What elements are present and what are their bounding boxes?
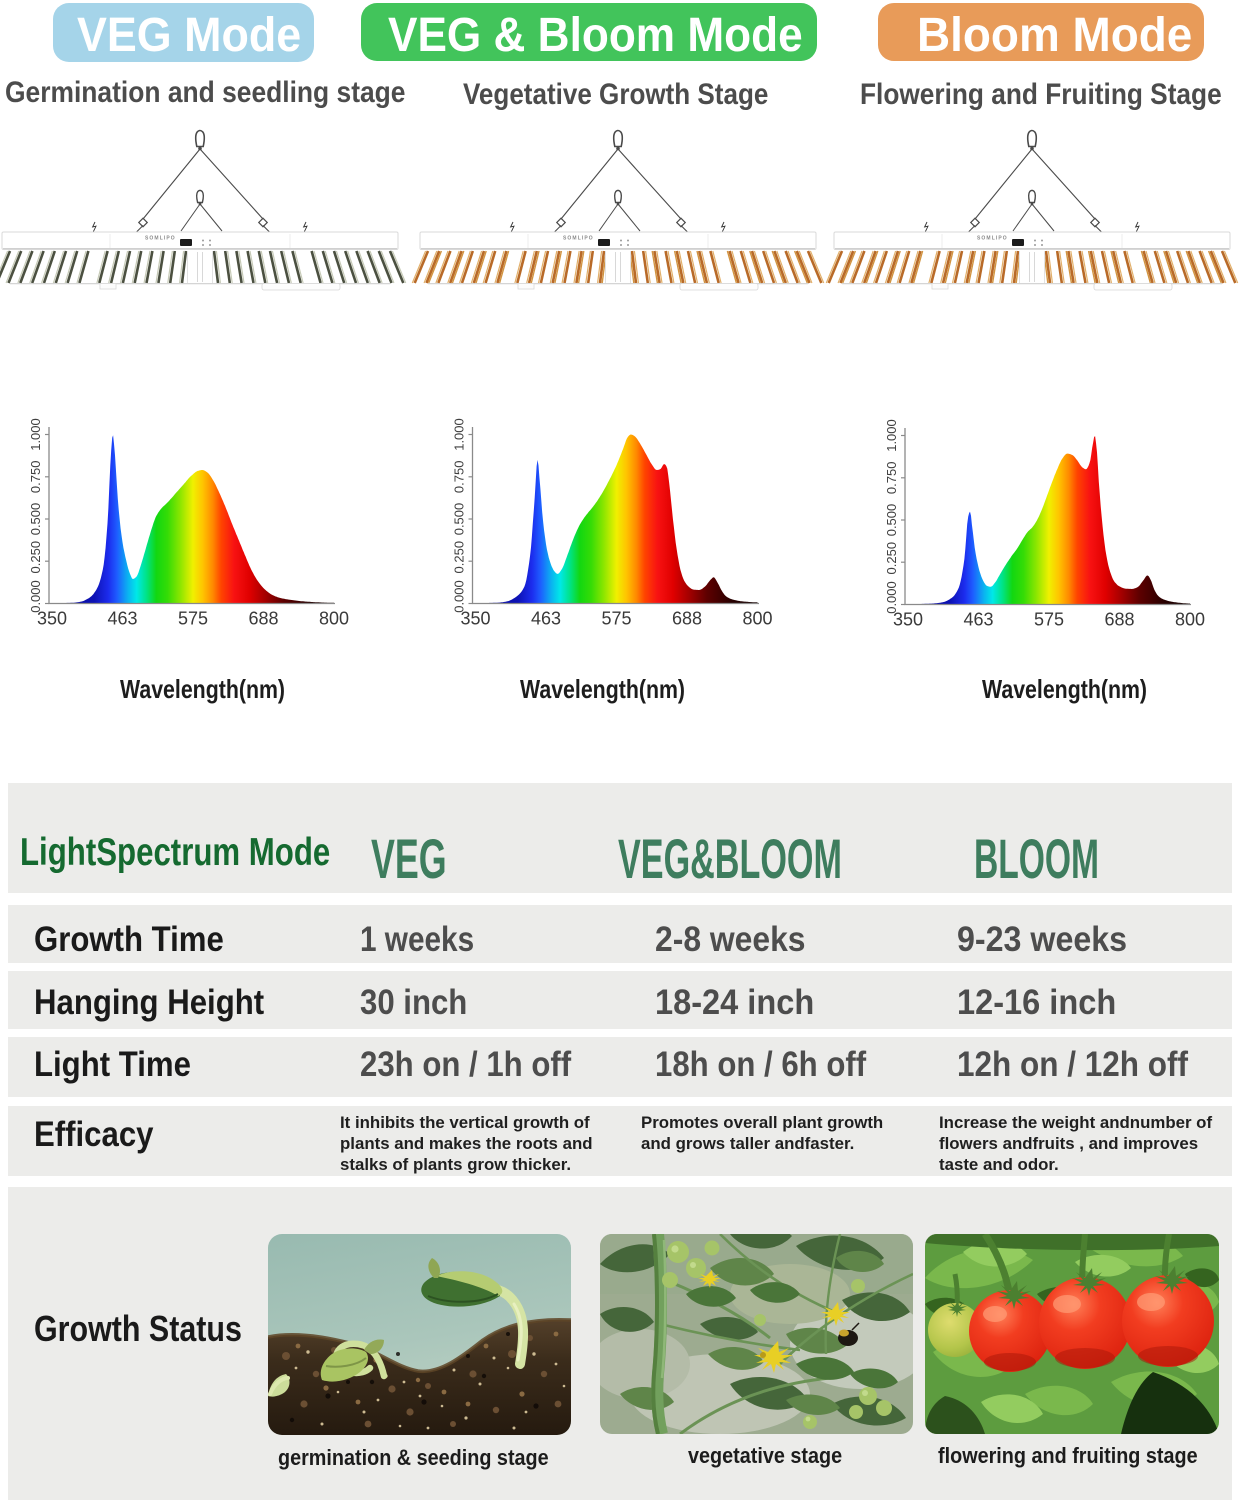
svg-text:350: 350	[893, 610, 923, 630]
svg-text:0.250: 0.250	[452, 541, 467, 574]
svg-text:0.000: 0.000	[884, 581, 899, 614]
svg-text:0.750: 0.750	[28, 461, 43, 494]
svg-text:SOMLIPO: SOMLIPO	[563, 236, 594, 242]
svg-text:800: 800	[742, 609, 772, 629]
svg-text:0.750: 0.750	[884, 462, 899, 495]
svg-text:350: 350	[460, 609, 490, 629]
svg-text:688: 688	[1104, 610, 1134, 630]
svg-text:1.000: 1.000	[28, 418, 43, 451]
svg-text:575: 575	[601, 609, 631, 629]
svg-text:800: 800	[1175, 610, 1205, 630]
svg-text:0.250: 0.250	[884, 542, 899, 575]
svg-text:0.500: 0.500	[28, 503, 43, 536]
svg-text:575: 575	[1034, 610, 1064, 630]
svg-text:575: 575	[178, 609, 208, 629]
svg-text:0.750: 0.750	[452, 461, 467, 494]
svg-text:350: 350	[37, 609, 67, 629]
svg-text:688: 688	[672, 609, 702, 629]
svg-text:0.500: 0.500	[884, 504, 899, 537]
svg-text:0.000: 0.000	[452, 580, 467, 613]
svg-text:463: 463	[107, 609, 137, 629]
svg-text:1.000: 1.000	[884, 419, 899, 452]
svg-text:0.500: 0.500	[452, 503, 467, 536]
svg-text:463: 463	[963, 610, 993, 630]
svg-text:SOMLIPO: SOMLIPO	[145, 236, 176, 242]
svg-text:800: 800	[319, 609, 349, 629]
svg-text:0.000: 0.000	[28, 580, 43, 613]
svg-text:0.250: 0.250	[28, 541, 43, 574]
svg-text:SOMLIPO: SOMLIPO	[977, 236, 1008, 242]
svg-text:463: 463	[531, 609, 561, 629]
svg-text:688: 688	[248, 609, 278, 629]
svg-text:1.000: 1.000	[452, 418, 467, 451]
